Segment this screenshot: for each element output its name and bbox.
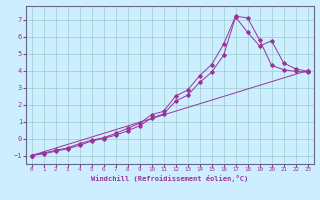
X-axis label: Windchill (Refroidissement éolien,°C): Windchill (Refroidissement éolien,°C) bbox=[91, 175, 248, 182]
